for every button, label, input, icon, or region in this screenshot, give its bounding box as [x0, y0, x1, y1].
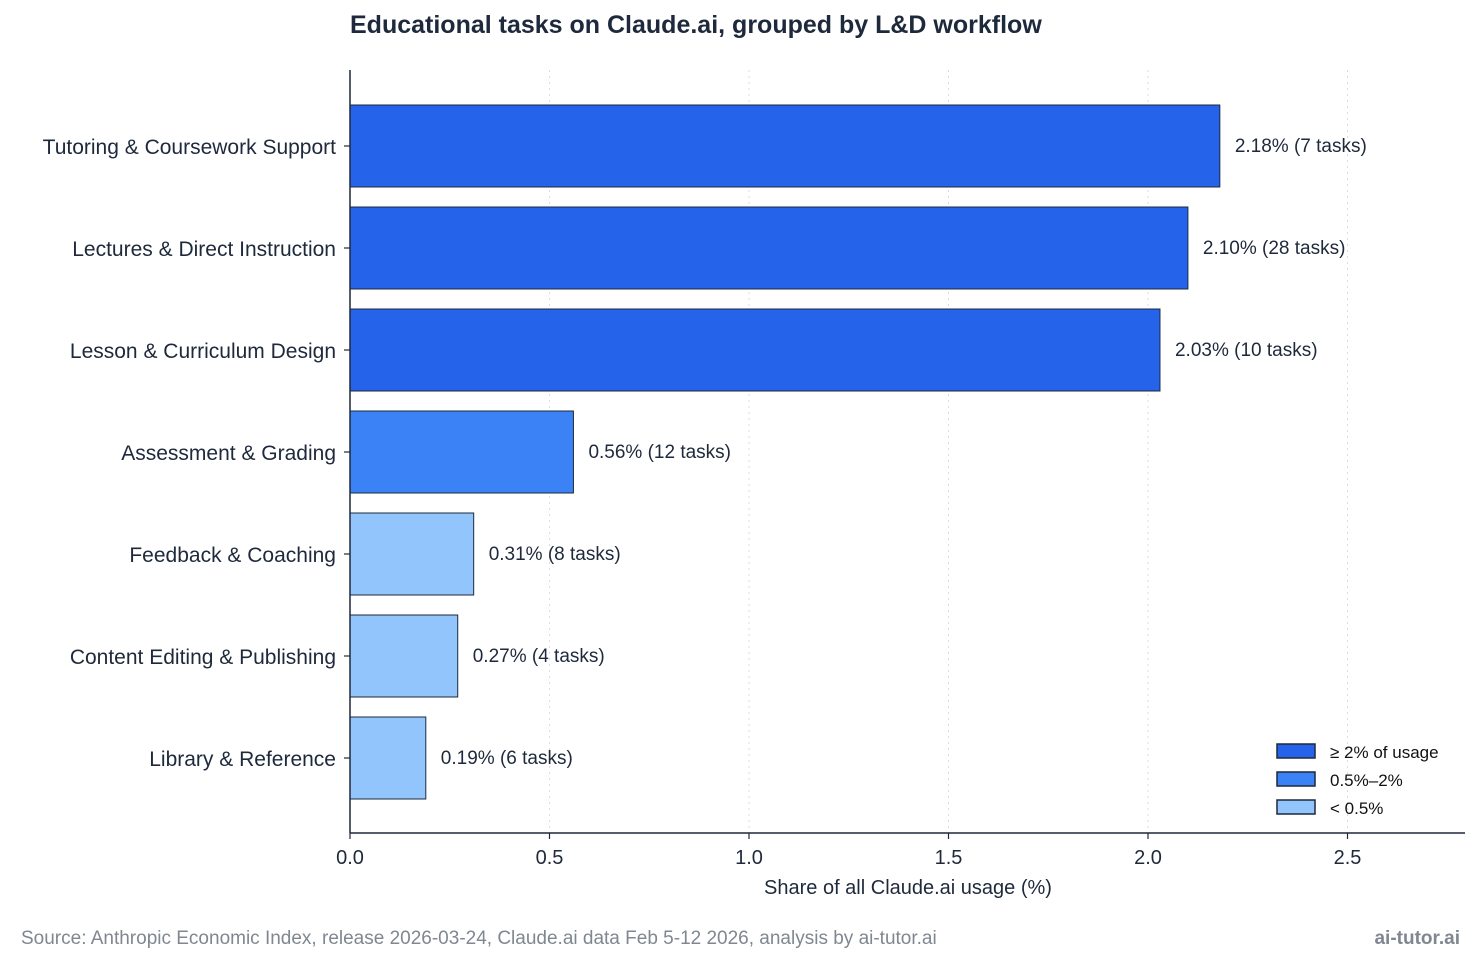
value-label: 2.18% (7 tasks): [1235, 136, 1367, 157]
value-label: 2.03% (10 tasks): [1175, 340, 1318, 361]
x-tick-label: 0.5: [536, 847, 564, 869]
x-tick-label: 1.5: [935, 847, 963, 869]
category-label: Tutoring & Coursework Support: [43, 136, 337, 159]
legend-label: 0.5%–2%: [1330, 771, 1403, 790]
legend-swatch: [1276, 743, 1316, 759]
legend-label: ≥ 2% of usage: [1330, 743, 1439, 762]
legend-swatch: [1276, 771, 1316, 787]
legend-swatch: [1276, 799, 1316, 815]
value-label: 0.19% (6 tasks): [441, 748, 573, 769]
legend: ≥ 2% of usage 0.5%–2% < 0.5%: [1276, 743, 1439, 818]
category-label: Content Editing & Publishing: [70, 646, 336, 669]
category-labels: Tutoring & Coursework Support Lectures & …: [43, 136, 337, 771]
x-axis-title: Share of all Claude.ai usage (%): [764, 877, 1052, 899]
x-tick-label: 1.0: [735, 847, 763, 869]
category-label: Feedback & Coaching: [129, 544, 336, 567]
bar-7: [349, 716, 427, 800]
grid-lines: [549, 70, 1348, 833]
category-label: Lesson & Curriculum Design: [70, 340, 336, 363]
value-labels: 2.18% (7 tasks) 2.10% (28 tasks) 2.03% (10…: [441, 136, 1367, 769]
category-label: Library & Reference: [149, 748, 336, 771]
brand-label: ai-tutor.ai: [1374, 928, 1460, 949]
bar-5: [349, 512, 475, 596]
value-label: 0.31% (8 tasks): [489, 544, 621, 565]
bar-6: [349, 614, 459, 698]
value-label: 0.56% (12 tasks): [588, 442, 731, 463]
bar-3: [349, 308, 1161, 392]
chart-title: Educational tasks on Claude.ai, grouped …: [350, 11, 1042, 39]
bar-4: [349, 410, 574, 494]
x-tick-label: 0.0: [336, 847, 364, 869]
bar-2: [349, 206, 1189, 290]
x-tick-label: 2.0: [1134, 847, 1162, 869]
bars: [349, 104, 1221, 800]
value-label: 2.10% (28 tasks): [1203, 238, 1346, 259]
x-tick-label: 2.5: [1334, 847, 1362, 869]
axes: [344, 70, 1465, 834]
value-label: 0.27% (4 tasks): [473, 646, 605, 667]
source-note: Source: Anthropic Economic Index, releas…: [21, 928, 937, 949]
x-ticks: 0.0 0.5 1.0 1.5 2.0 2.5: [336, 833, 1361, 869]
legend-label: < 0.5%: [1330, 799, 1383, 818]
bar-1: [349, 104, 1221, 188]
category-label: Assessment & Grading: [121, 442, 336, 465]
category-label: Lectures & Direct Instruction: [72, 238, 336, 261]
